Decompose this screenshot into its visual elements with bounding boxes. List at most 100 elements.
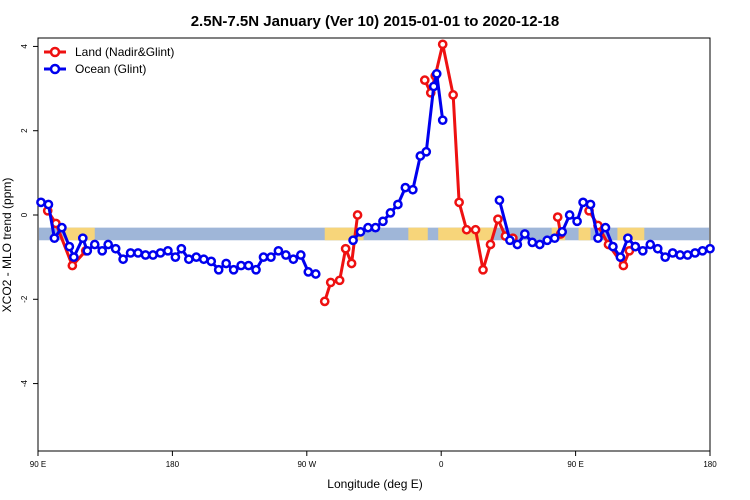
x-tick-label: 90 E xyxy=(30,460,46,469)
data-point xyxy=(68,252,79,262)
data-point xyxy=(557,227,568,237)
data-point xyxy=(346,258,357,269)
data-point xyxy=(103,239,114,250)
data-point xyxy=(140,250,151,260)
x-tick-label: 180 xyxy=(703,460,717,469)
data-point xyxy=(448,90,458,100)
data-point xyxy=(400,182,411,193)
data-point xyxy=(478,264,488,275)
data-point xyxy=(348,235,358,246)
data-point xyxy=(176,243,187,254)
data-point xyxy=(281,250,291,260)
data-point xyxy=(393,199,403,210)
data-point xyxy=(319,296,330,307)
data-point xyxy=(118,254,128,265)
data-point xyxy=(36,197,46,208)
y-tick-label: 4 xyxy=(20,44,29,49)
data-point xyxy=(77,233,88,244)
data-point xyxy=(431,68,442,79)
data-point xyxy=(421,146,432,157)
chart-title: 2.5N-7.5N January (Ver 10) 2015-01-01 to… xyxy=(191,13,560,30)
data-point xyxy=(266,252,276,262)
data-point xyxy=(600,222,611,233)
data-point xyxy=(325,277,336,288)
data-point xyxy=(64,241,75,252)
data-point xyxy=(221,258,232,269)
data-point xyxy=(512,239,523,250)
legend-label-land: Land (Nadir&Glint) xyxy=(75,45,174,59)
data-point xyxy=(572,216,582,227)
data-point xyxy=(493,214,503,225)
data-point xyxy=(206,256,217,267)
x-tick-label: 90 E xyxy=(567,460,583,469)
data-point xyxy=(549,233,560,244)
data-point xyxy=(667,248,678,258)
y-axis-ticks: -4 -2 0 2 4 xyxy=(20,44,38,387)
x-tick-label: 180 xyxy=(166,460,180,469)
data-point xyxy=(352,210,363,220)
data-point xyxy=(288,254,299,265)
legend-marker-land xyxy=(49,46,61,58)
legend-marker-ocean xyxy=(49,63,61,75)
data-point xyxy=(163,245,173,256)
y-axis-label: XCO2 - MLO trend (ppm) xyxy=(0,178,14,313)
data-point xyxy=(363,222,373,233)
data-point xyxy=(334,275,345,286)
data-point xyxy=(637,245,648,256)
data-point xyxy=(615,252,626,262)
data-point xyxy=(645,239,656,250)
data-point xyxy=(243,260,254,271)
data-point xyxy=(191,252,202,262)
data-point xyxy=(505,235,515,246)
data-point xyxy=(494,195,505,206)
legend-label-ocean: Ocean (Glint) xyxy=(75,62,146,76)
data-point xyxy=(564,210,575,220)
data-point xyxy=(49,233,60,244)
data-point xyxy=(385,208,396,218)
data-point xyxy=(110,243,121,254)
data-point xyxy=(155,248,166,258)
data-point xyxy=(623,233,633,244)
data-point xyxy=(534,239,545,250)
data-point xyxy=(258,252,269,262)
data-point xyxy=(470,224,481,235)
data-point xyxy=(578,197,588,208)
x-axis-label: Longitude (deg E) xyxy=(327,477,422,491)
data-point xyxy=(273,245,284,256)
land-band-segment xyxy=(408,227,428,241)
series-layer xyxy=(36,39,715,307)
data-point xyxy=(519,229,530,239)
data-point xyxy=(57,222,67,233)
data-point xyxy=(295,250,306,260)
series-line xyxy=(351,72,445,242)
data-point xyxy=(213,264,224,275)
data-point xyxy=(593,233,603,244)
data-point xyxy=(89,239,100,250)
data-point xyxy=(198,254,209,265)
data-point xyxy=(370,222,381,233)
land-ocean-band xyxy=(39,227,709,241)
x-tick-label: 0 xyxy=(439,460,444,469)
ocean-band xyxy=(39,227,709,241)
data-point xyxy=(630,241,641,252)
data-point xyxy=(340,243,351,254)
data-point xyxy=(43,199,54,210)
data-point xyxy=(82,245,93,256)
data-point xyxy=(608,241,618,252)
y-tick-label: -4 xyxy=(20,379,29,387)
data-point xyxy=(97,245,108,256)
data-point xyxy=(125,248,136,258)
data-point xyxy=(585,199,596,210)
data-point xyxy=(355,227,366,237)
data-point xyxy=(652,243,663,254)
series-land xyxy=(42,39,641,307)
data-point xyxy=(697,245,708,256)
data-point xyxy=(437,115,448,126)
data-point xyxy=(660,252,671,262)
legend: Land (Nadir&Glint) Ocean (Glint) xyxy=(44,45,174,76)
y-tick-label: -2 xyxy=(20,295,29,303)
data-point xyxy=(461,224,472,235)
data-point xyxy=(310,269,321,279)
y-tick-label: 2 xyxy=(20,128,29,133)
